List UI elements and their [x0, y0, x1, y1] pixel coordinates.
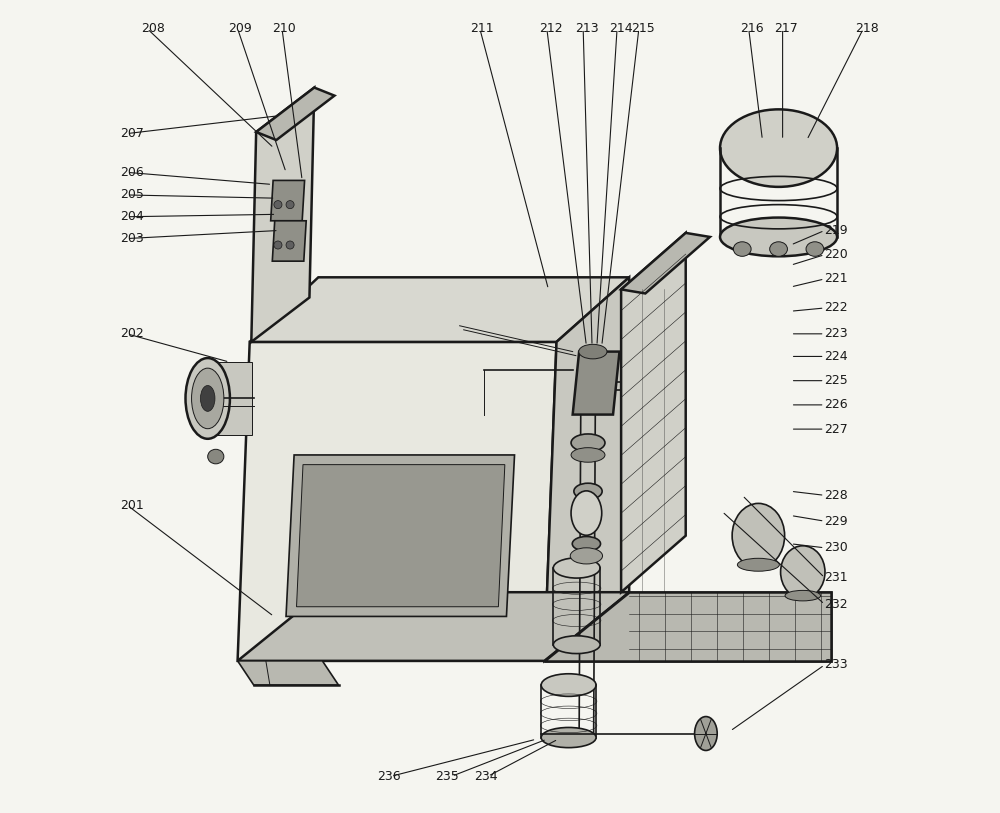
Text: 205: 205 [121, 189, 144, 202]
Text: 226: 226 [825, 398, 848, 411]
Ellipse shape [553, 636, 600, 654]
Text: 216: 216 [741, 22, 764, 35]
Ellipse shape [192, 368, 224, 428]
Ellipse shape [781, 546, 825, 598]
Text: 236: 236 [377, 770, 401, 783]
Polygon shape [544, 592, 831, 661]
Polygon shape [256, 88, 334, 140]
Ellipse shape [541, 728, 596, 748]
Polygon shape [621, 233, 710, 293]
Ellipse shape [571, 448, 605, 463]
Text: 225: 225 [825, 374, 848, 387]
Text: 208: 208 [141, 22, 165, 35]
Text: 203: 203 [121, 232, 144, 245]
Text: 206: 206 [121, 166, 144, 179]
Ellipse shape [695, 716, 717, 750]
Circle shape [286, 201, 294, 209]
Ellipse shape [737, 559, 779, 572]
Polygon shape [272, 221, 306, 261]
Ellipse shape [570, 548, 603, 564]
Circle shape [274, 201, 282, 209]
Ellipse shape [553, 558, 600, 578]
Text: 207: 207 [121, 127, 144, 140]
Ellipse shape [571, 434, 605, 452]
Ellipse shape [574, 483, 602, 499]
Polygon shape [250, 277, 629, 342]
Polygon shape [251, 88, 314, 342]
Text: 230: 230 [825, 541, 848, 554]
Text: 211: 211 [470, 22, 494, 35]
Ellipse shape [732, 503, 785, 568]
Text: 214: 214 [609, 22, 633, 35]
Text: 223: 223 [825, 328, 848, 341]
Text: 202: 202 [121, 328, 144, 341]
Text: 215: 215 [631, 22, 655, 35]
Ellipse shape [720, 218, 837, 256]
Ellipse shape [733, 241, 751, 256]
Circle shape [274, 241, 282, 249]
Ellipse shape [806, 241, 824, 256]
Ellipse shape [770, 241, 787, 256]
Text: 234: 234 [474, 770, 498, 783]
Text: 227: 227 [825, 423, 848, 436]
Polygon shape [238, 661, 339, 685]
Text: 224: 224 [825, 350, 848, 363]
Ellipse shape [541, 674, 596, 697]
Text: 201: 201 [121, 498, 144, 511]
Polygon shape [573, 351, 620, 415]
Ellipse shape [720, 110, 837, 187]
Text: 229: 229 [825, 515, 848, 528]
Text: 212: 212 [539, 22, 562, 35]
Circle shape [286, 241, 294, 249]
Polygon shape [544, 592, 831, 661]
Ellipse shape [572, 537, 601, 551]
Polygon shape [271, 180, 305, 221]
Ellipse shape [579, 345, 607, 359]
Polygon shape [286, 455, 515, 616]
Text: 222: 222 [825, 302, 848, 315]
Text: 221: 221 [825, 272, 848, 285]
Ellipse shape [208, 450, 224, 464]
Text: 219: 219 [825, 224, 848, 237]
Text: 235: 235 [435, 770, 459, 783]
Ellipse shape [186, 358, 230, 439]
Bar [208, 362, 252, 435]
Polygon shape [621, 233, 686, 592]
Text: 228: 228 [825, 489, 848, 502]
Polygon shape [238, 592, 629, 661]
Polygon shape [238, 342, 557, 661]
Ellipse shape [571, 491, 602, 535]
Text: 213: 213 [575, 22, 599, 35]
Text: 218: 218 [855, 22, 879, 35]
Text: 204: 204 [121, 211, 144, 224]
Text: 209: 209 [228, 22, 252, 35]
Polygon shape [544, 277, 629, 661]
Text: 233: 233 [825, 659, 848, 672]
Text: 231: 231 [825, 572, 848, 585]
Ellipse shape [200, 385, 215, 411]
Polygon shape [297, 465, 505, 606]
Text: 210: 210 [272, 22, 296, 35]
Text: 217: 217 [775, 22, 798, 35]
Text: 232: 232 [825, 598, 848, 611]
Text: 220: 220 [825, 248, 848, 261]
Ellipse shape [785, 590, 821, 601]
